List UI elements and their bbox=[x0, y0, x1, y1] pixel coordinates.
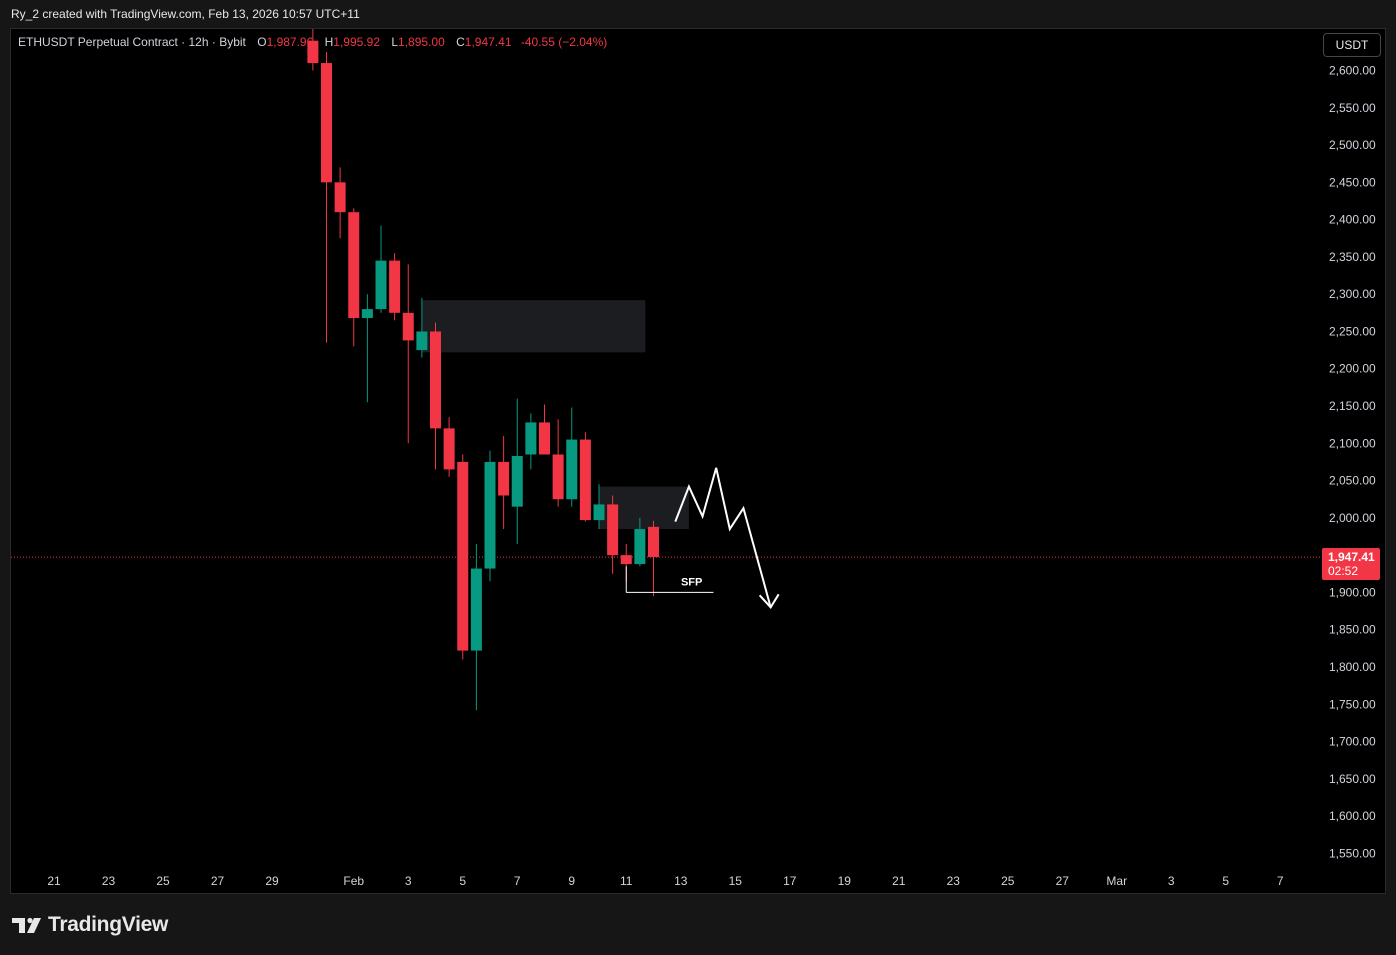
y-tick-label: 2,350.00 bbox=[1329, 250, 1376, 264]
x-tick-label: 7 bbox=[1277, 874, 1284, 888]
y-tick-label: 2,250.00 bbox=[1329, 324, 1376, 338]
tradingview-logo[interactable]: TradingView bbox=[12, 913, 168, 937]
y-tick-label: 1,800.00 bbox=[1329, 660, 1376, 674]
y-tick-label: 1,900.00 bbox=[1329, 585, 1376, 599]
y-tick-label: 2,600.00 bbox=[1329, 64, 1376, 78]
x-tick-label: 21 bbox=[47, 874, 61, 888]
y-tick-label: 2,400.00 bbox=[1329, 213, 1376, 227]
x-tick-label: 11 bbox=[620, 874, 633, 888]
candle-down bbox=[552, 454, 564, 500]
attribution-bar: Ry_2 created with TradingView.com, Feb 1… bbox=[0, 0, 1396, 28]
candle-down bbox=[620, 555, 632, 565]
y-tick-label: 2,200.00 bbox=[1329, 362, 1376, 376]
low-value: 1,895.00 bbox=[398, 35, 445, 49]
y-tick-label: 1,650.00 bbox=[1329, 772, 1376, 786]
price-chart[interactable]: SFP 1,550.00 1,600.00 1,650.00 1,700.00 1,750… bbox=[11, 29, 1385, 893]
x-tick-label: 27 bbox=[211, 874, 225, 888]
candle-down bbox=[539, 422, 550, 455]
x-tick-label: 13 bbox=[674, 874, 688, 888]
open-value: 1,987.96 bbox=[266, 35, 314, 49]
x-tick-label: 23 bbox=[947, 874, 961, 888]
footer bbox=[0, 895, 1396, 955]
y-tick-label: 2,100.00 bbox=[1329, 436, 1376, 450]
y-tick-label: 2,150.00 bbox=[1329, 399, 1376, 413]
candle-down bbox=[648, 526, 659, 558]
chart-pane[interactable]: SFP 1,550.00 1,600.00 1,650.00 1,700.00 1,750… bbox=[10, 28, 1386, 894]
x-tick-label: Mar bbox=[1106, 874, 1127, 888]
change-value: -40.55 (−2.04%) bbox=[520, 35, 608, 49]
y-tick-label: 2,550.00 bbox=[1329, 101, 1376, 115]
x-tick-label: 25 bbox=[156, 874, 170, 888]
x-tick-label: 9 bbox=[568, 874, 575, 888]
candle-down bbox=[607, 504, 619, 556]
high-label: H bbox=[324, 35, 334, 49]
candle-up bbox=[566, 439, 578, 500]
x-tick-label: 19 bbox=[838, 874, 852, 888]
symbol-title: ETHUSDT Perpetual Contract · 12h · Bybit bbox=[18, 35, 246, 49]
projection-arrowhead bbox=[758, 593, 780, 609]
x-tick-label: 27 bbox=[1056, 874, 1070, 888]
sfp-label: SFP bbox=[681, 576, 702, 588]
attribution-text: Ry_2 created with TradingView.com, Feb 1… bbox=[11, 7, 360, 21]
x-tick-label: 3 bbox=[1168, 874, 1175, 888]
candle-up bbox=[361, 309, 373, 319]
candle-up bbox=[470, 568, 482, 651]
y-tick-label: 2,050.00 bbox=[1329, 474, 1376, 488]
x-tick-label: 29 bbox=[265, 874, 279, 888]
x-tick-label: 21 bbox=[892, 874, 906, 888]
x-tick-label: 17 bbox=[783, 874, 797, 888]
candle-up bbox=[416, 331, 428, 351]
candle-down bbox=[348, 212, 360, 319]
high-value: 1,995.92 bbox=[333, 35, 381, 49]
candle-down bbox=[389, 260, 401, 313]
bar-countdown: 02:52 bbox=[1328, 564, 1359, 578]
y-tick-label: 2,000.00 bbox=[1329, 511, 1376, 525]
candle-down bbox=[321, 63, 332, 183]
candles-group bbox=[307, 29, 659, 711]
candle-down bbox=[457, 461, 469, 651]
candle-up bbox=[525, 422, 537, 455]
symbol-legend: ETHUSDT Perpetual Contract · 12h · Bybit… bbox=[18, 35, 607, 49]
candle-up bbox=[511, 455, 523, 507]
candle-up bbox=[634, 529, 646, 565]
last-price-value: 1,947.41 bbox=[1328, 550, 1375, 564]
y-tick-label: 2,450.00 bbox=[1329, 175, 1376, 189]
y-tick-label: 1,600.00 bbox=[1329, 809, 1376, 823]
low-label: L bbox=[391, 35, 399, 49]
x-tick-label: 15 bbox=[729, 874, 743, 888]
currency-unit-button[interactable]: USDT bbox=[1323, 33, 1381, 57]
candle-up bbox=[593, 504, 605, 521]
x-tick-label: 5 bbox=[1222, 874, 1229, 888]
tradingview-logo-icon bbox=[12, 917, 41, 933]
tradingview-wordmark: TradingView bbox=[48, 913, 169, 936]
x-tick-label: 7 bbox=[514, 874, 521, 888]
y-tick-label: 1,850.00 bbox=[1329, 623, 1376, 637]
y-tick-label: 2,500.00 bbox=[1329, 138, 1376, 152]
candle-down bbox=[579, 439, 591, 521]
y-tick-label: 2,300.00 bbox=[1329, 287, 1376, 301]
projection-path bbox=[674, 467, 772, 608]
candle-down bbox=[498, 461, 510, 496]
candle-up bbox=[484, 461, 496, 569]
close-label: C bbox=[456, 35, 465, 49]
last-price-tag: 1,947.41 02:52 bbox=[1322, 548, 1380, 580]
close-value: 1,947.41 bbox=[464, 35, 512, 49]
candle-down bbox=[430, 331, 441, 429]
candle-down bbox=[334, 182, 346, 213]
candle-down bbox=[402, 312, 414, 341]
supply-zone bbox=[421, 300, 646, 353]
y-tick-label: 1,750.00 bbox=[1329, 697, 1376, 711]
candle-up bbox=[375, 260, 387, 310]
candle-down bbox=[307, 40, 319, 64]
x-tick-label: 25 bbox=[1001, 874, 1015, 888]
x-tick-label: 5 bbox=[459, 874, 466, 888]
x-tick-label: 3 bbox=[405, 874, 412, 888]
y-tick-label: 1,700.00 bbox=[1329, 735, 1376, 749]
candle-down bbox=[443, 428, 455, 470]
y-tick-label: 1,550.00 bbox=[1329, 846, 1376, 860]
open-label: O bbox=[257, 35, 267, 49]
x-tick-label: 23 bbox=[102, 874, 116, 888]
x-tick-label: Feb bbox=[343, 874, 364, 888]
